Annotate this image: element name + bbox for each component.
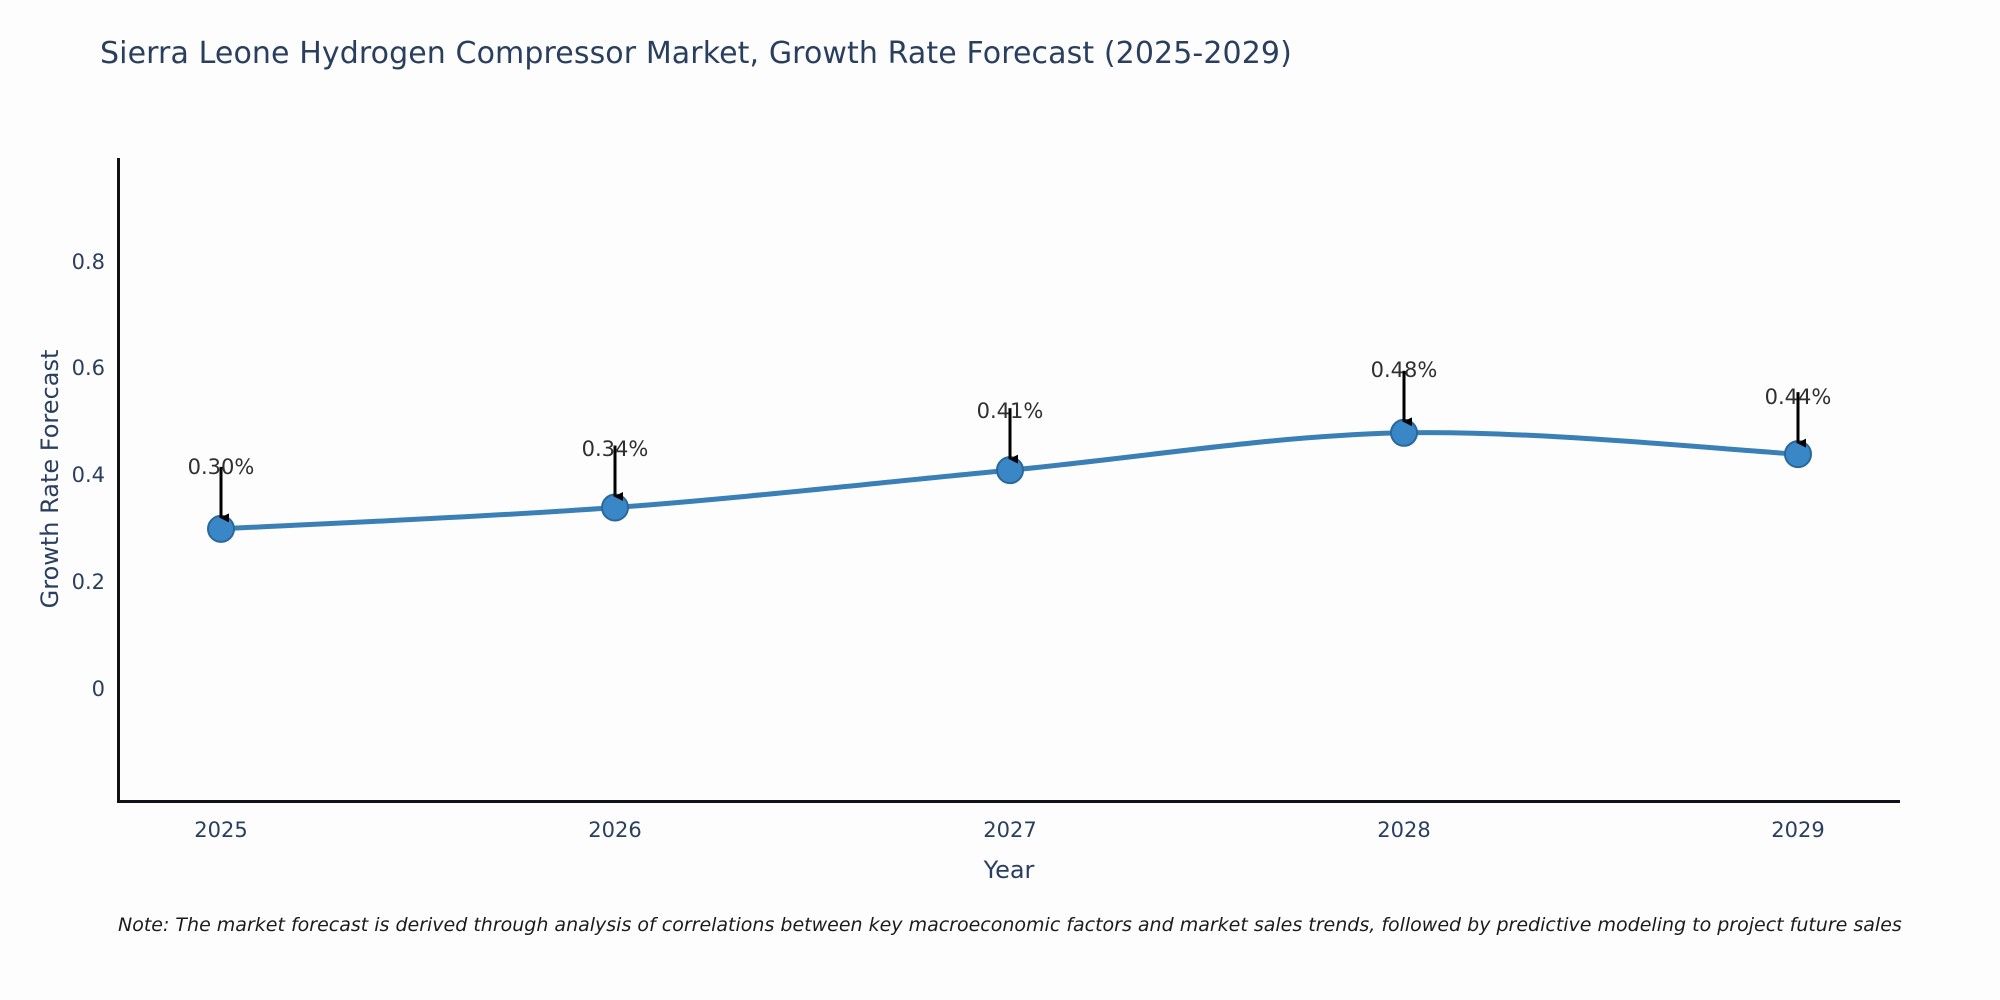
x-tick-label: 2029 <box>1771 818 1825 842</box>
x-axis-title-wrap: Year <box>0 856 2000 884</box>
annotation-arrows <box>219 370 1806 523</box>
footnote-note: Note: The market forecast is derived thr… <box>118 914 1902 936</box>
x-tick-label: 2027 <box>983 818 1037 842</box>
point-label-2025: 0.30% <box>187 455 255 479</box>
data-point-2029 <box>1784 440 1812 469</box>
x-tick-label: 2028 <box>1377 818 1431 842</box>
x-axis-line <box>117 800 1900 803</box>
y-tick-label: 0 <box>91 677 105 701</box>
y-tick-label: 0.2 <box>71 570 105 594</box>
y-axis-tick-labels: 0.8 0.6 0.4 0.2 0 <box>0 0 105 1000</box>
data-point-2026 <box>601 493 629 522</box>
x-tick-label: 2026 <box>588 818 642 842</box>
y-tick-label: 0.4 <box>71 463 105 487</box>
point-label-2027: 0.41% <box>976 399 1044 423</box>
data-point-2025 <box>207 514 235 543</box>
y-tick-label: 0.8 <box>71 250 105 274</box>
x-axis-title: Year <box>983 856 1035 884</box>
x-tick-label: 2025 <box>194 818 248 842</box>
point-label-2028: 0.48% <box>1370 358 1438 382</box>
data-point-2027 <box>996 456 1024 485</box>
point-label-2029: 0.44% <box>1764 385 1832 409</box>
y-axis-line <box>117 158 120 803</box>
data-point-2028 <box>1390 418 1418 447</box>
chart-title: Sierra Leone Hydrogen Compressor Market,… <box>100 36 1292 71</box>
point-label-2026: 0.34% <box>581 437 649 461</box>
y-tick-label: 0.6 <box>71 356 105 380</box>
